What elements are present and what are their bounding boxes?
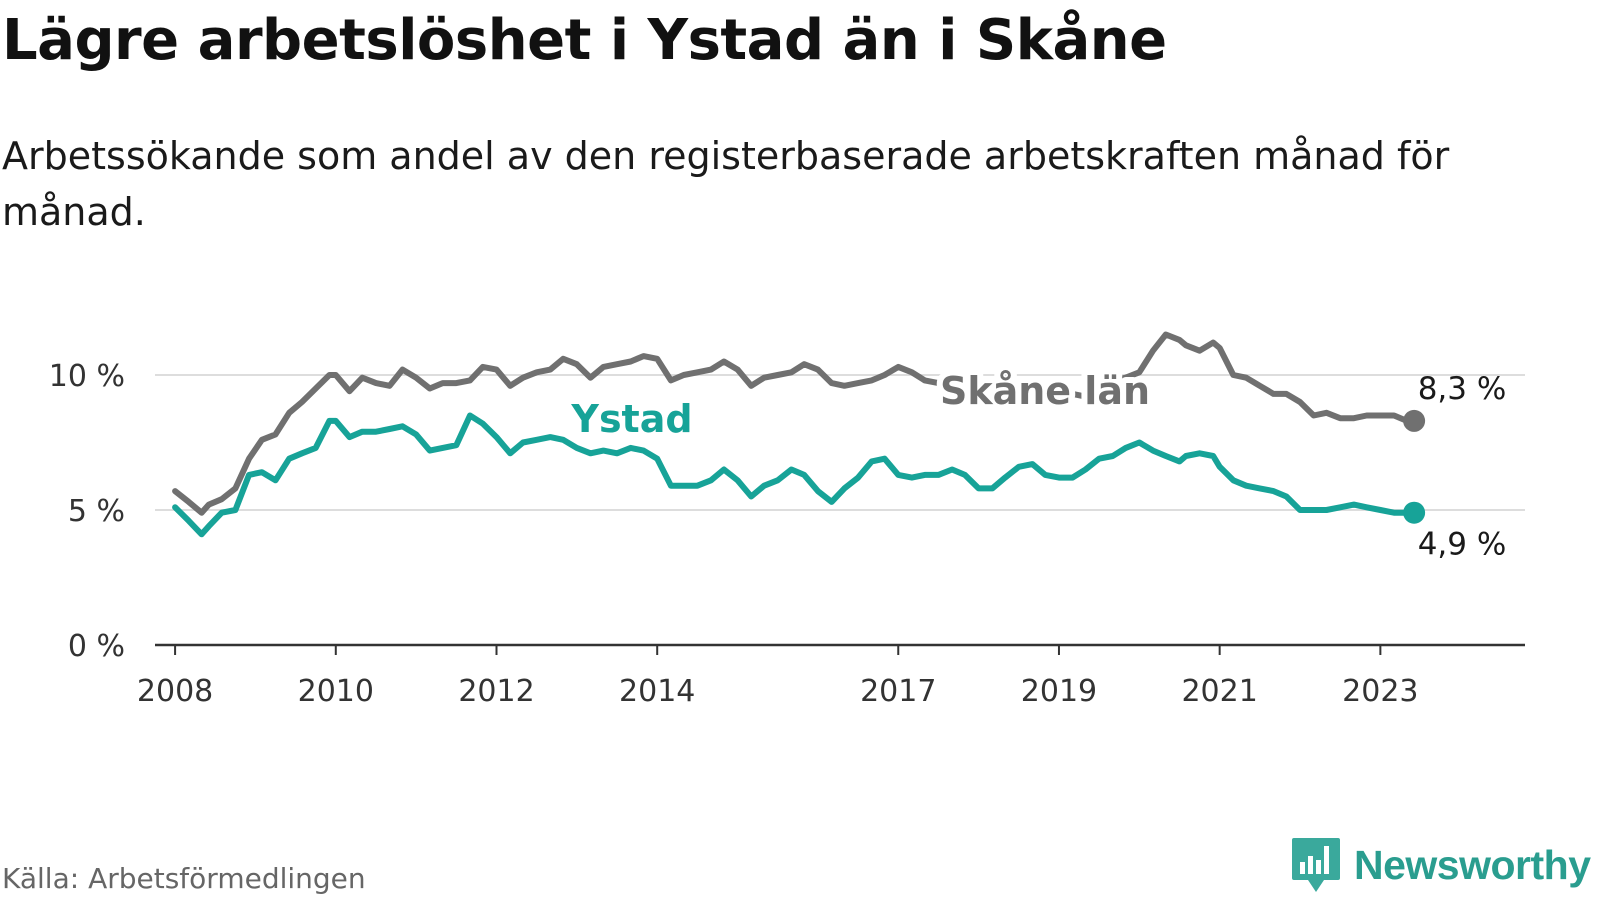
- x-tick-label: 2023: [1342, 674, 1418, 709]
- series-label-skane: Skåne län: [940, 369, 1150, 413]
- y-tick-label: 10 %: [49, 359, 125, 394]
- newsworthy-logo-icon: [1292, 838, 1340, 892]
- x-tick-label: 2010: [298, 674, 374, 709]
- y-tick-label: 0 %: [68, 629, 125, 664]
- series-labels: Skåne län Ystad 8,3 % 4,9 %: [564, 363, 1507, 563]
- end-value-label-skane: 8,3 %: [1418, 371, 1507, 407]
- x-tick-label: 2014: [619, 674, 695, 709]
- x-axis-ticks: 2008 2010 2012 2014 2017 2019 2021 2023: [137, 645, 1419, 709]
- end-value-label-ystad: 4,9 %: [1418, 527, 1507, 563]
- x-tick-label: 2021: [1181, 674, 1257, 709]
- series-label-ystad: Ystad: [570, 397, 692, 441]
- brand-logo[interactable]: Newsworthy: [1290, 836, 1591, 894]
- source-credit: Källa: Arbetsförmedlingen: [2, 862, 366, 895]
- brand-name: Newsworthy: [1354, 841, 1591, 888]
- chart-subtitle: Arbetssökande som andel av den registerb…: [2, 134, 1450, 234]
- x-tick-label: 2017: [860, 674, 936, 709]
- series-end-marker-skane: [1403, 409, 1426, 432]
- series-line-ystad: [172, 412, 1418, 538]
- series-line-skane: [172, 331, 1418, 516]
- y-tick-label: 5 %: [68, 494, 125, 529]
- chart-title: Lägre arbetslöshet i Ystad än i Skåne: [2, 8, 1167, 73]
- x-tick-label: 2019: [1021, 674, 1097, 709]
- x-tick-label: 2012: [458, 674, 534, 709]
- y-axis-tick-labels: 0 % 5 % 10 %: [49, 359, 125, 664]
- x-tick-label: 2008: [137, 674, 213, 709]
- series-lines: [172, 331, 1426, 538]
- series-end-marker-ystad: [1403, 501, 1426, 524]
